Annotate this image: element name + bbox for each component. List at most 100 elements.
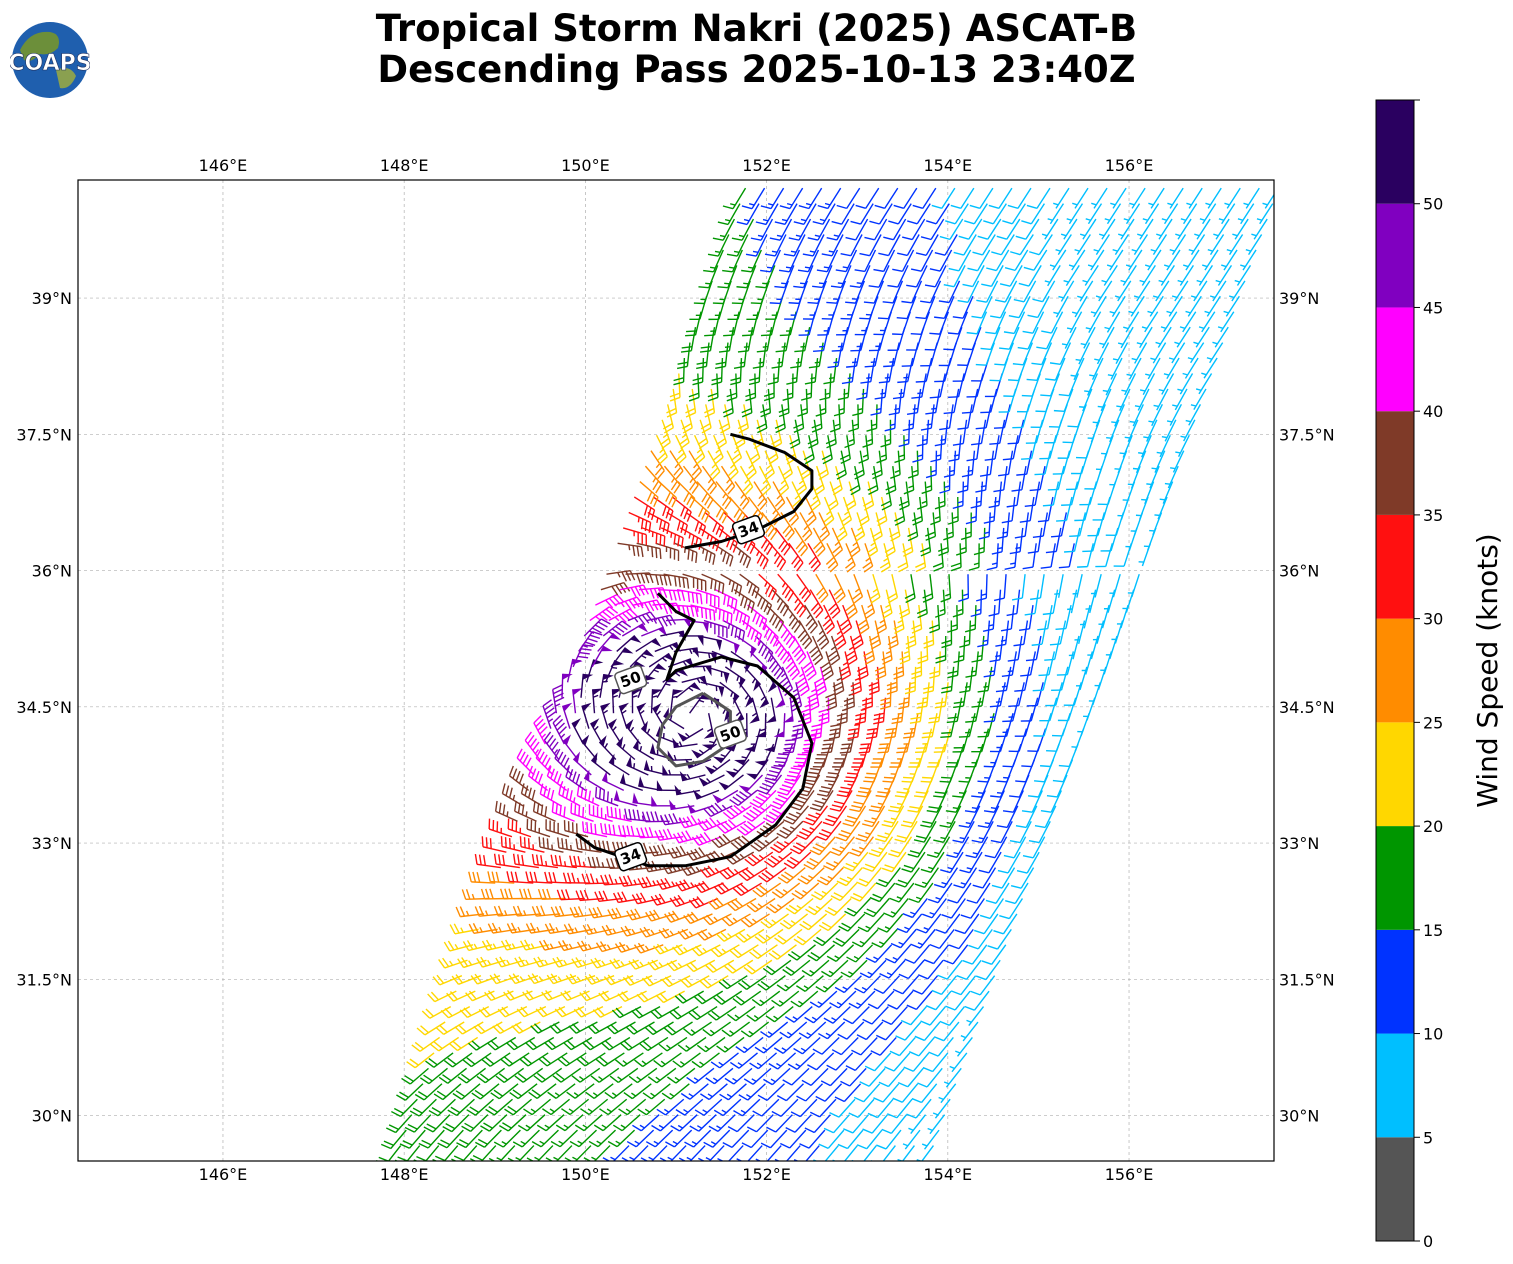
wind-barb xyxy=(1085,203,1103,225)
wind-barb xyxy=(710,944,740,958)
wind-barb xyxy=(595,786,619,807)
wind-barb xyxy=(1010,867,1035,889)
wind-barb xyxy=(1127,465,1141,489)
wind-barb xyxy=(563,1036,593,1051)
wind-barb xyxy=(716,928,746,942)
wind-barb xyxy=(517,1114,546,1132)
wind-barb xyxy=(1042,589,1059,616)
wind-barb xyxy=(884,1052,911,1072)
wind-barb xyxy=(623,1083,652,1100)
wind-barb xyxy=(438,1067,467,1084)
wind-barb xyxy=(959,851,983,874)
wind-barb xyxy=(952,419,968,446)
wind-barb xyxy=(685,388,697,418)
wind-barb xyxy=(749,789,777,809)
wind-barb xyxy=(531,1129,559,1148)
wind-barb xyxy=(493,905,523,917)
wind-barb xyxy=(999,326,1020,350)
wind-barb xyxy=(1174,326,1191,348)
wind-barb xyxy=(929,928,955,950)
wind-barb xyxy=(829,990,857,1009)
wind-barb xyxy=(771,990,800,1007)
wind-barb xyxy=(736,203,760,226)
wind-barb xyxy=(826,944,855,962)
wind-barb xyxy=(686,1067,715,1084)
wind-barb xyxy=(1036,326,1058,350)
wind-barb xyxy=(943,944,969,965)
wind-barb xyxy=(952,820,975,844)
wind-barb xyxy=(1006,481,1022,508)
wind-barb xyxy=(908,882,934,904)
wind-barb xyxy=(917,1067,943,1088)
wind-barb xyxy=(862,805,886,828)
wind-barb xyxy=(1212,326,1229,348)
wind-barb xyxy=(898,481,910,511)
colorbar-tick-label: 25 xyxy=(1423,713,1443,732)
wind-barb xyxy=(675,1098,704,1116)
wind-barb xyxy=(1077,280,1094,302)
wind-barb xyxy=(989,635,1004,663)
wind-barb xyxy=(896,728,914,754)
wind-barb xyxy=(1121,373,1137,396)
wind-barb xyxy=(904,666,917,695)
wind-barb xyxy=(1013,620,1029,647)
wind-barb xyxy=(731,280,751,305)
wind-barb xyxy=(667,845,697,859)
wind-barb xyxy=(911,1083,938,1104)
wind-barb xyxy=(584,974,615,985)
wind-barb xyxy=(528,1083,557,1100)
wind-barb xyxy=(920,280,942,304)
wind-barb xyxy=(580,1098,609,1116)
wind-barb xyxy=(760,1021,789,1038)
wind-barb xyxy=(767,357,781,386)
logo-text: COAPS xyxy=(10,51,90,76)
lon-tick-label-bottom: 150°E xyxy=(561,1165,610,1184)
wind-barb xyxy=(592,1005,623,1018)
wind-barb xyxy=(817,187,842,210)
wind-barb xyxy=(1144,249,1162,271)
wind-barb xyxy=(758,867,787,883)
wind-barb xyxy=(693,434,706,465)
wind-barb xyxy=(537,888,566,900)
wind-barb xyxy=(727,1114,755,1133)
wind-barb xyxy=(1040,790,1063,813)
wind-barb xyxy=(527,1160,529,1161)
wind-barb xyxy=(802,651,817,681)
wind-barb xyxy=(632,1114,660,1132)
wind-barb xyxy=(677,1036,707,1052)
wind-barb xyxy=(826,1052,854,1071)
wind-barb xyxy=(945,203,969,225)
wind-barb xyxy=(514,956,544,968)
wind-barb xyxy=(868,666,880,696)
wind-barb xyxy=(958,218,983,240)
wind-barb xyxy=(873,1083,900,1103)
wind-barb xyxy=(746,1006,775,1022)
wind-barb xyxy=(921,466,933,495)
wind-barb xyxy=(750,836,779,852)
wind-barb xyxy=(957,404,973,430)
wind-barb xyxy=(826,280,847,304)
wind-barb xyxy=(401,1067,429,1085)
wind-barb xyxy=(461,1114,489,1132)
wind-barb xyxy=(609,1067,639,1083)
wind-barb xyxy=(953,867,978,889)
wind-barb xyxy=(801,1067,829,1086)
wind-barb xyxy=(1068,249,1086,271)
wind-barb xyxy=(729,1052,758,1069)
wind-barb xyxy=(1100,527,1119,552)
wind-barb xyxy=(768,1052,797,1070)
wind-barb xyxy=(505,1036,536,1051)
wind-barb xyxy=(875,604,888,635)
wind-barb xyxy=(619,773,644,792)
wind-barb xyxy=(887,326,906,351)
wind-barb xyxy=(823,496,835,527)
wind-barb xyxy=(640,1145,668,1161)
wind-barb xyxy=(680,975,710,988)
wind-barb xyxy=(807,682,820,712)
wind-barb xyxy=(1150,342,1167,364)
wind-barb xyxy=(839,728,856,754)
wind-barb xyxy=(897,543,909,573)
wind-barb xyxy=(740,1021,770,1038)
wind-barb xyxy=(557,837,583,853)
wind-barb xyxy=(791,635,807,665)
